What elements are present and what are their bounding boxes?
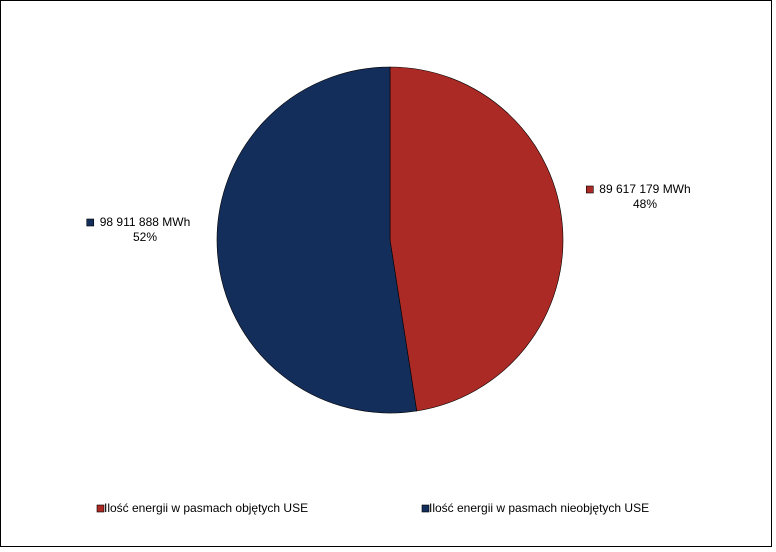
data-label: 89 617 179 MWh: [599, 182, 690, 196]
legend-marker: [421, 504, 430, 513]
percentage-label: 48%: [633, 197, 657, 211]
pie-slice: [389, 66, 564, 412]
data-label-key: [586, 185, 594, 194]
data-label: 98 911 888 MWh: [100, 215, 191, 229]
legend-marker: [96, 504, 105, 513]
percentage-label: 52%: [133, 230, 157, 244]
pie-slice: [216, 66, 418, 414]
legend-label: Ilość energii w pasmach nieobjętych USE: [429, 501, 649, 515]
legend-label: Ilość energii w pasmach objętych USE: [104, 501, 308, 515]
data-label-key: [86, 218, 95, 227]
